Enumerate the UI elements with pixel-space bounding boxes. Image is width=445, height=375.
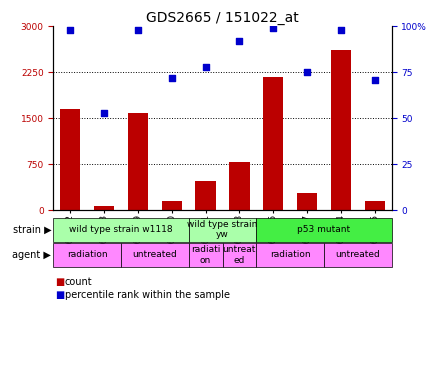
Bar: [195, 181, 216, 210]
Text: untreat
ed: untreat ed: [223, 245, 256, 264]
Point: [303, 69, 311, 75]
Title: GDS2665 / 151022_at: GDS2665 / 151022_at: [146, 11, 299, 25]
Text: strain ▶: strain ▶: [12, 225, 51, 235]
Bar: [297, 194, 317, 210]
Point: [270, 25, 277, 31]
Point: [134, 27, 142, 33]
Point: [101, 110, 108, 116]
Point: [168, 75, 175, 81]
Bar: [229, 162, 250, 210]
Point: [67, 27, 74, 33]
Point: [371, 76, 378, 82]
Text: radiation: radiation: [270, 251, 311, 260]
Bar: [162, 201, 182, 210]
Text: count: count: [65, 277, 92, 287]
Text: wild type strain w1118: wild type strain w1118: [69, 225, 173, 234]
Point: [337, 27, 344, 33]
Text: ■: ■: [56, 290, 65, 300]
Bar: [128, 113, 148, 210]
Text: radiati
on: radiati on: [191, 245, 220, 264]
Text: percentile rank within the sample: percentile rank within the sample: [65, 290, 230, 300]
Bar: [94, 206, 114, 210]
Bar: [364, 201, 385, 210]
Text: ■: ■: [56, 277, 65, 287]
Text: wild type strain
yw: wild type strain yw: [187, 220, 258, 239]
Text: untreated: untreated: [133, 251, 177, 260]
Point: [202, 64, 209, 70]
Text: untreated: untreated: [336, 251, 380, 260]
Text: agent ▶: agent ▶: [12, 250, 51, 260]
Text: p53 mutant: p53 mutant: [297, 225, 351, 234]
Point: [236, 38, 243, 44]
Bar: [60, 109, 81, 210]
Bar: [263, 77, 283, 210]
Bar: [331, 50, 351, 210]
Text: radiation: radiation: [67, 251, 108, 260]
